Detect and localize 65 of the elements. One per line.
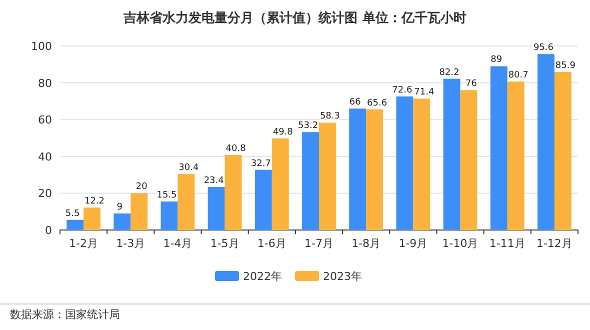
data-label: 72.6 <box>392 85 412 96</box>
bar <box>114 213 131 230</box>
bar <box>178 174 195 230</box>
y-tick-label: 20 <box>38 187 52 200</box>
bar <box>366 109 384 230</box>
data-label: 95.6 <box>533 43 554 54</box>
bar <box>443 78 460 230</box>
data-label: 20 <box>136 182 148 192</box>
data-label: 58.3 <box>320 112 340 122</box>
bar <box>272 138 289 230</box>
data-label: 49.8 <box>272 127 294 138</box>
bar <box>319 122 336 230</box>
x-tick-label: 1-5月 <box>210 237 240 250</box>
bar <box>130 193 148 230</box>
bar <box>460 90 478 230</box>
bar <box>208 186 225 230</box>
data-label: 66 <box>349 98 362 108</box>
x-tick-label: 1-7月 <box>304 237 334 250</box>
data-label: 85.9 <box>555 60 576 71</box>
data-label: 82.2 <box>439 68 460 78</box>
y-tick-label: 80 <box>38 76 52 90</box>
data-label: 23.4 <box>204 176 224 186</box>
bar <box>84 208 100 230</box>
bar <box>224 154 242 230</box>
chart-title: 吉林省水力发电量分月（累计值）统计图 单位：亿千瓦小时 <box>122 10 466 26</box>
data-label: 40.8 <box>226 144 246 154</box>
data-label: 9 <box>116 202 123 212</box>
data-label: 12.2 <box>84 196 105 207</box>
data-label: 30.4 <box>178 163 199 174</box>
bar <box>349 108 366 230</box>
bar <box>302 132 319 230</box>
bar <box>66 220 84 230</box>
x-tick-label: 1-4月 <box>163 237 192 250</box>
x-tick-label: 1-6月 <box>257 237 286 250</box>
bar <box>507 82 524 230</box>
data-label: 71.4 <box>414 88 434 98</box>
data-label: 80.7 <box>508 70 528 81</box>
bar <box>160 201 178 230</box>
y-tick-label: 40 <box>38 150 52 164</box>
x-tick-label: 1-2月 <box>69 237 98 250</box>
y-tick-label: 60 <box>38 114 52 127</box>
x-tick-label: 1-3月 <box>116 237 146 250</box>
data-label: 15.5 <box>156 190 177 200</box>
x-tick-label: 1-10月 <box>442 237 478 250</box>
bar <box>413 98 430 230</box>
source-note: 数据来源：国家统计局 <box>10 308 120 321</box>
data-label: 53.2 <box>298 121 318 132</box>
data-label: 89 <box>490 55 502 66</box>
legend-label: 2022年 <box>243 270 282 283</box>
data-label: 5.5 <box>65 208 80 219</box>
data-label: 65.6 <box>367 98 388 108</box>
bar <box>538 54 554 230</box>
bar <box>254 170 272 230</box>
x-tick-label: 1-12月 <box>536 237 572 250</box>
data-label: 76 <box>466 79 478 90</box>
y-tick-label: 100 <box>31 40 52 53</box>
y-tick-label: 0 <box>45 224 52 237</box>
x-tick-label: 1-11月 <box>489 237 526 250</box>
legend-label: 2023年 <box>323 270 362 283</box>
bar <box>490 66 508 230</box>
bar <box>396 96 414 230</box>
bar <box>554 72 572 230</box>
x-tick-label: 1-9月 <box>398 237 428 250</box>
x-tick-label: 1-8月 <box>352 237 381 250</box>
data-label: 32.7 <box>250 158 271 169</box>
